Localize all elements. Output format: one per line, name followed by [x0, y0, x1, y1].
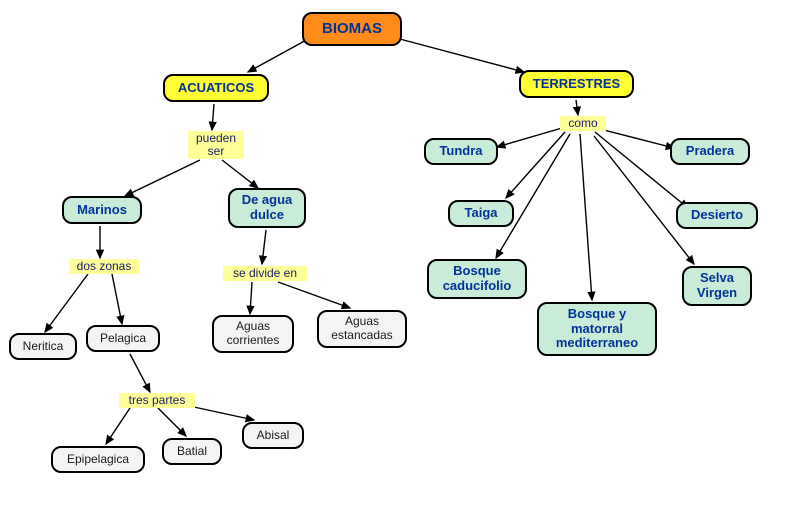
edge — [112, 274, 122, 324]
edge — [278, 282, 350, 308]
node-pradera: Pradera — [670, 138, 750, 165]
edge — [262, 230, 266, 264]
edge — [496, 134, 570, 258]
node-selva: Selva Virgen — [682, 266, 752, 306]
node-label: Aguas corrientes — [227, 320, 280, 348]
edge — [125, 160, 200, 196]
node-pelagica: Pelagica — [86, 325, 160, 352]
edge — [250, 282, 252, 314]
edge — [222, 160, 258, 188]
node-biomas: BIOMAS — [302, 12, 402, 46]
node-acuaticos: ACUATICOS — [163, 74, 269, 102]
link-label-sedivide: se divide en — [223, 266, 307, 281]
edge — [158, 408, 186, 436]
edges-layer — [0, 0, 800, 515]
node-batial: Batial — [162, 438, 222, 465]
node-label: Aguas estancadas — [331, 315, 392, 343]
node-neritica: Neritica — [9, 333, 77, 360]
edge — [106, 408, 130, 444]
link-label-como: como — [560, 116, 606, 131]
node-label: Taiga — [465, 206, 498, 221]
edge — [45, 274, 88, 332]
link-label-trespartes: tres partes — [119, 393, 195, 408]
edge — [580, 134, 592, 300]
node-aguadulce: De agua dulce — [228, 188, 306, 228]
node-mediterraneo: Bosque y matorral mediterraneo — [537, 302, 657, 356]
node-label: Pradera — [686, 144, 734, 159]
node-label: Marinos — [77, 203, 127, 218]
diagram-canvas: BIOMAS ACUATICOS TERRESTRES Marinos De agua … — [0, 0, 800, 515]
node-label: BIOMAS — [322, 20, 382, 37]
link-label-doszonas: dos zonas — [69, 259, 139, 274]
node-label: Tundra — [439, 144, 482, 159]
edge — [248, 38, 310, 72]
node-label: TERRESTRES — [533, 77, 620, 92]
node-desierto: Desierto — [676, 202, 758, 229]
node-label: ACUATICOS — [178, 81, 254, 96]
node-taiga: Taiga — [448, 200, 514, 227]
node-terrestres: TERRESTRES — [519, 70, 634, 98]
node-label: Selva Virgen — [697, 271, 737, 301]
node-label: Bosque y matorral mediterraneo — [556, 307, 638, 352]
node-marinos: Marinos — [62, 196, 142, 224]
node-label: Desierto — [691, 208, 743, 223]
edge — [212, 104, 214, 130]
node-label: Neritica — [23, 340, 64, 354]
node-label: Batial — [177, 445, 207, 459]
node-caducifolio: Bosque caducifolio — [427, 259, 527, 299]
edge — [576, 100, 578, 115]
node-label: Bosque caducifolio — [443, 264, 512, 294]
edge — [497, 128, 562, 147]
node-label: Pelagica — [100, 332, 146, 346]
node-tundra: Tundra — [424, 138, 498, 165]
node-label: Epipelagica — [67, 453, 129, 467]
node-label: De agua dulce — [242, 193, 293, 223]
node-epipelagica: Epipelagica — [51, 446, 145, 473]
edge — [396, 38, 524, 72]
link-label-puedenser: pueden ser — [188, 131, 244, 159]
edge — [130, 354, 150, 392]
node-aguasest: Aguas estancadas — [317, 310, 407, 348]
node-abisal: Abisal — [242, 422, 304, 449]
edge — [506, 132, 565, 198]
node-label: Abisal — [257, 429, 290, 443]
edge — [596, 128, 674, 148]
node-aguascorr: Aguas corrientes — [212, 315, 294, 353]
